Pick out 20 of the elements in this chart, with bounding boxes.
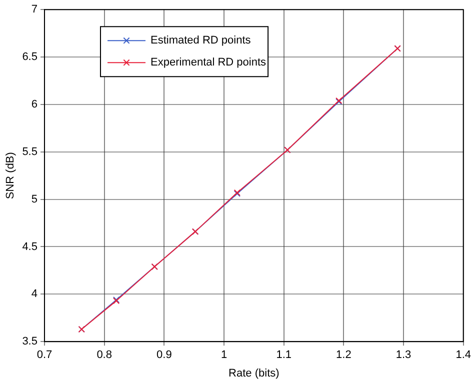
x-tick-label: 1.2 [336,349,352,362]
x-tick-label: 0.9 [156,349,172,362]
y-tick-label: 3.5 [22,336,38,348]
x-tick-label: 1.1 [276,349,292,362]
x-axis-title: Rate (bits) [228,367,280,380]
y-tick-label: 4 [31,288,38,300]
x-tick-label: 0.7 [36,349,52,362]
y-tick-label: 5 [31,193,38,206]
y-axis-title: SNR (dB) [4,152,17,200]
y-tick-label: 6.5 [22,51,38,64]
x-tick-label: 1 [220,349,228,362]
y-tick-label: 7 [31,4,38,16]
y-tick-label: 6 [31,98,38,110]
x-tick-label: 1.4 [456,349,472,362]
x-tick-label: 1.3 [396,349,412,362]
y-tick-label: 5.5 [22,146,38,158]
legend-label: Experimental RD points [150,56,267,69]
y-tick-label: 4.5 [22,240,38,253]
legend-label: Estimated RD points [150,34,252,47]
x-tick-label: 0.8 [96,349,112,362]
